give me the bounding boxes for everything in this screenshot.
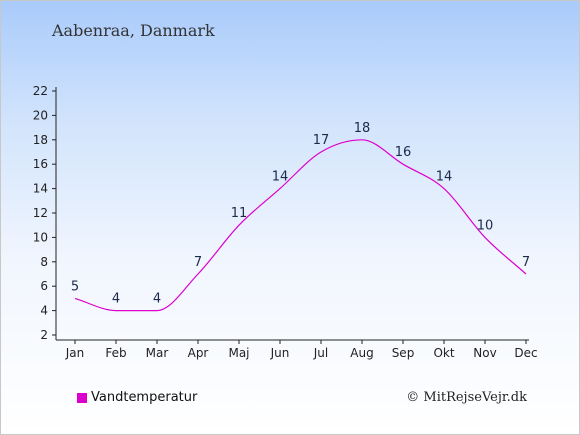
data-label: 14	[436, 170, 453, 185]
data-label: 5	[71, 279, 79, 294]
y-tick-label: 12	[33, 206, 48, 220]
y-tick-label: 10	[33, 230, 48, 244]
y-tick-label: 18	[33, 133, 48, 147]
x-tick-label: Apr	[188, 346, 209, 360]
y-tick-label: 14	[33, 182, 48, 196]
data-label: 7	[194, 255, 202, 270]
data-label: 17	[313, 133, 330, 148]
credit-text: © MitRejseVejr.dk	[406, 390, 527, 405]
x-tick-label: Okt	[433, 346, 454, 360]
y-tick-label: 20	[33, 108, 48, 122]
y-tick-label: 8	[40, 255, 48, 269]
y-tick-label: 4	[40, 304, 48, 318]
y-tick-label: 22	[33, 84, 48, 98]
x-tick-label: Aug	[350, 346, 373, 360]
x-tick-label: Jun	[270, 346, 290, 360]
data-label: 11	[231, 206, 248, 221]
location-title: Aabenraa, Danmark	[52, 21, 215, 40]
x-axis: Jan Feb Mar Apr Maj Jun Jul Aug Sep Okt Nov Dec	[56, 339, 538, 360]
y-axis: 2 4 6 8 10 12 14 16 18 20 22	[33, 84, 57, 342]
data-label: 16	[395, 145, 412, 160]
data-label: 7	[522, 255, 530, 270]
x-tick-label: Mar	[146, 346, 169, 360]
data-labels: 5 4 4 7 11 14 17 18 16 14 10 7	[71, 121, 530, 307]
y-tick-label: 6	[40, 279, 48, 293]
data-label: 10	[477, 218, 494, 233]
x-tick-label: Jan	[65, 346, 85, 360]
x-tick-label: Sep	[392, 346, 415, 360]
data-label: 14	[272, 170, 289, 185]
y-tick-label: 2	[40, 328, 48, 342]
x-tick-label: Maj	[228, 346, 249, 360]
y-tick-label: 16	[33, 157, 48, 171]
data-label: 18	[354, 121, 371, 136]
data-label: 4	[153, 292, 161, 307]
x-tick-label: Nov	[473, 346, 496, 360]
series-line-vandtemperatur	[74, 139, 527, 312]
legend-label: Vandtemperatur	[91, 390, 198, 405]
data-label: 4	[112, 292, 120, 307]
legend: Vandtemperatur	[77, 390, 197, 405]
x-tick-label: Dec	[514, 346, 537, 360]
x-tick-label: Jul	[313, 346, 328, 360]
legend-swatch	[77, 392, 87, 403]
x-tick-label: Feb	[105, 346, 126, 360]
